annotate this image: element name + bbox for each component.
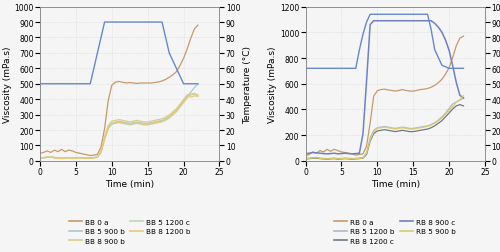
X-axis label: Time (min): Time (min)	[370, 179, 420, 188]
Y-axis label: Temperature (°C): Temperature (°C)	[243, 46, 252, 123]
X-axis label: Time (min): Time (min)	[105, 179, 154, 188]
Legend: BB 0 a, BB 5 900 b, BB 8 900 b, BB 5 1200 c, BB 8 1200 b: BB 0 a, BB 5 900 b, BB 8 900 b, BB 5 120…	[69, 219, 190, 244]
Y-axis label: Viscosity (mPa.s): Viscosity (mPa.s)	[2, 46, 12, 122]
Y-axis label: Viscosity (mPa.s): Viscosity (mPa.s)	[268, 46, 277, 122]
Legend: RB 0 a, RB 5 1200 b, RB 8 1200 c, RB 8 900 c, RB 5 900 b: RB 0 a, RB 5 1200 b, RB 8 1200 c, RB 8 9…	[334, 219, 456, 244]
